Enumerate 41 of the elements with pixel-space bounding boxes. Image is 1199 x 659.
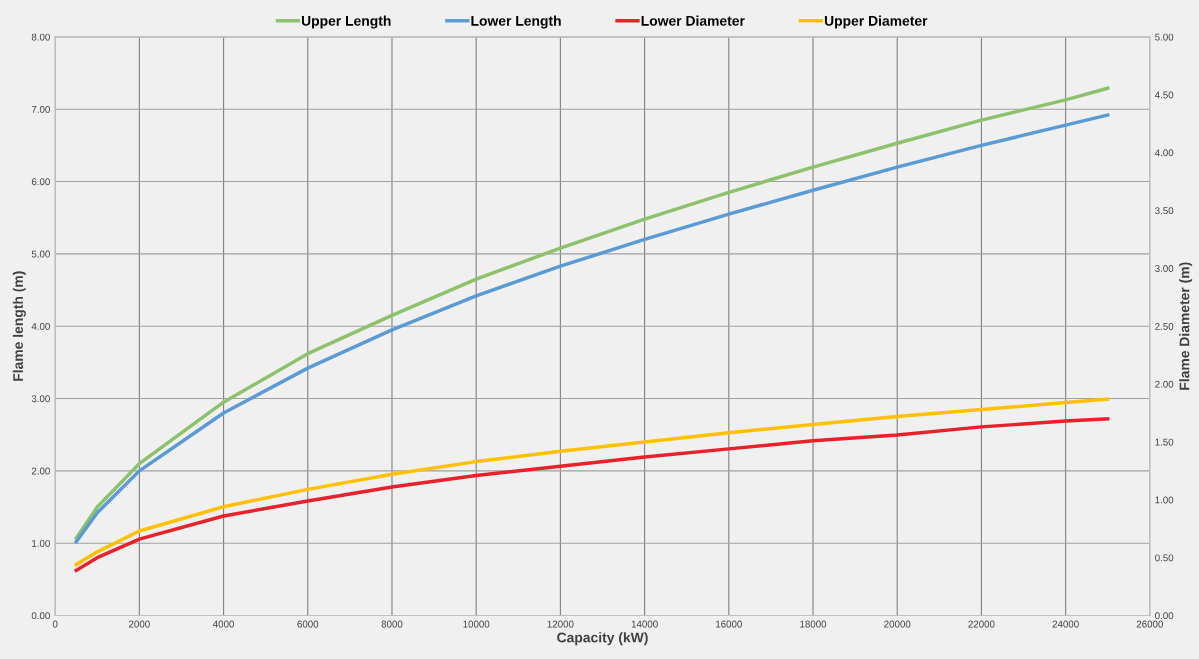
x-tick-label: 4000 (212, 620, 234, 628)
y2-tick-label: 0.50 (1155, 554, 1174, 562)
y2-tick-label: 2.00 (1155, 380, 1174, 388)
y2-tick-label: 4.00 (1154, 149, 1174, 157)
y-axis-title: Flame length (m) (12, 271, 26, 381)
y2-tick-label: 3.00 (1155, 265, 1174, 272)
y-tick-label: 6.00 (31, 178, 50, 186)
y2-tick-label: 3.50 (1155, 207, 1174, 215)
y2-axis-title: Flame Diameter (m) (1179, 262, 1193, 390)
legend-label: Lower Length (471, 15, 561, 29)
y-tick-label: 3.00 (31, 395, 50, 403)
x-tick-label: 0 (52, 620, 58, 628)
x-tick-label: 12000 (547, 620, 574, 628)
y-tick-label: 8.00 (31, 33, 50, 41)
y2-tick-label: 1.00 (1155, 496, 1174, 504)
x-tick-label: 8000 (381, 620, 403, 628)
x-axis-title: Capacity (kW) (557, 632, 648, 646)
legend-label: Lower Diameter (641, 15, 745, 26)
y2-tick-label: 5.00 (1155, 33, 1174, 41)
x-tick-label: 2000 (129, 620, 150, 628)
x-tick-label: 18000 (800, 620, 827, 628)
legend-label: Upper Length (301, 15, 391, 29)
x-tick-label: 10000 (463, 620, 490, 628)
y2-tick-label: 2.50 (1155, 322, 1174, 330)
y2-tick-label: 1.50 (1155, 438, 1174, 446)
x-tick-label: 6000 (297, 620, 319, 628)
y-tick-label: 2.00 (31, 467, 50, 475)
y-tick-label: 5.00 (31, 250, 50, 258)
x-tick-label: 26000 (1136, 620, 1163, 628)
x-tick-label: 14000 (631, 620, 658, 628)
y-tick-label: 7.00 (31, 105, 50, 113)
y2-tick-label: 0.00 (1155, 612, 1174, 620)
y-tick-label: 4.00 (31, 322, 50, 330)
y2-tick-label: 4.50 (1154, 91, 1174, 99)
x-tick-label: 24000 (1052, 620, 1079, 628)
y-tick-label: 0.00 (31, 612, 50, 620)
x-tick-label: 20000 (884, 620, 911, 628)
x-tick-label: 16000 (716, 620, 742, 628)
y-tick-label: 1.00 (32, 539, 50, 547)
legend-label: Upper Diameter (824, 15, 928, 29)
x-tick-label: 22000 (968, 620, 995, 628)
